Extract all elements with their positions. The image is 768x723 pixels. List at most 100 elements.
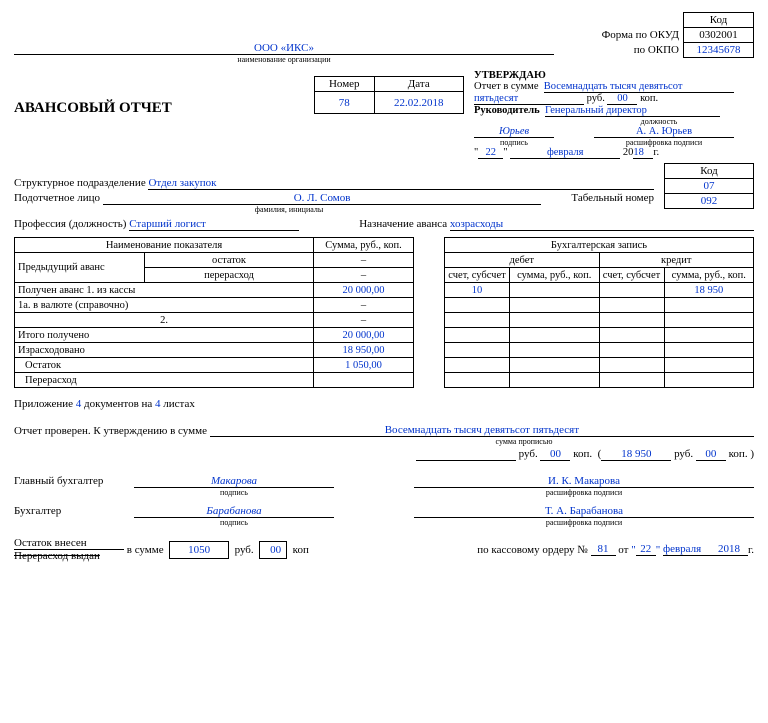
q2: "	[503, 147, 507, 158]
attach-sheets: 4	[155, 398, 161, 410]
checked-hint: сумма прописью	[294, 437, 754, 446]
lt-dash4: –	[314, 313, 414, 328]
person-label: Подотчетное лицо	[14, 192, 100, 205]
bottom-ordernum: 81	[591, 543, 616, 556]
rub-label: руб.	[587, 93, 605, 104]
lt-col2: Сумма, руб., коп.	[314, 238, 414, 253]
attach-mid: документов на	[84, 398, 152, 410]
checked-kop: коп.	[573, 448, 592, 461]
checked-numkop: 00	[696, 448, 726, 461]
person-codes: Код 07 092	[664, 163, 754, 209]
lt-rest: Остаток	[15, 358, 314, 373]
rt-dacc-h: счет, субсчет	[445, 268, 510, 283]
lt-spent: Израсходовано	[15, 343, 314, 358]
rt-dsum-h: сумма, руб., коп.	[510, 268, 600, 283]
kod2-label: Код	[665, 164, 754, 179]
attach-suf: листах	[163, 398, 195, 410]
purpose-label: Назначение аванса	[359, 218, 447, 231]
sum-words-1: Восемнадцать тысяч девятьсот	[544, 81, 734, 93]
kop-label: коп.	[640, 93, 658, 104]
chief-name: И. К. Макарова	[414, 475, 754, 488]
acc-label: Бухгалтер	[14, 505, 134, 527]
num-label: Номер	[315, 77, 375, 92]
date-label: Дата	[374, 77, 463, 92]
acc-name: Т. А. Барабанова	[414, 505, 754, 518]
head-sign: Юрьев	[474, 126, 554, 138]
acc-sign: Барабанова	[134, 505, 334, 518]
head-label: Руководитель	[474, 105, 540, 116]
prof-label: Профессия (должность)	[14, 218, 126, 231]
okud-label: Форма по ОКУД	[598, 28, 684, 43]
checked-words: Восемнадцать тысяч девятьсот пятьдесят	[210, 424, 754, 437]
head-pos: Генеральный директор	[545, 105, 720, 117]
chief-sign: Макарова	[134, 475, 334, 488]
date-value: 22.02.2018	[374, 92, 463, 114]
rt-csum: 18 950	[664, 283, 754, 298]
bottom-kopval: 00	[259, 541, 287, 559]
num-value: 78	[315, 92, 375, 114]
report-title: АВАНСОВЫЙ ОТЧЕТ	[14, 100, 172, 116]
rt-cacc-h: счет, субсчет	[599, 268, 664, 283]
bottom-sum: 1050	[169, 541, 229, 559]
checked-numrub: 18 950	[601, 448, 671, 461]
okud-value: 0302001	[684, 28, 754, 43]
rt-dacc: 10	[445, 283, 510, 298]
acc-name-hint: расшифровка подписи	[414, 518, 754, 527]
okpo-value: 12345678	[684, 43, 754, 58]
codes-table: Код Форма по ОКУД0302001 по ОКПО12345678	[598, 12, 754, 58]
rt-debit: дебет	[445, 253, 600, 268]
head-pos-hint: должность	[564, 117, 754, 126]
bottom-day: 22	[636, 543, 656, 556]
tab-label: Табельный номер	[571, 192, 654, 205]
checked-rubval: 00	[540, 448, 570, 461]
lt-got1: Получен аванс 1. из кассы	[15, 283, 314, 298]
lt-dash3: –	[314, 298, 414, 313]
lt-ost: остаток	[145, 253, 314, 268]
bottom-order: по кассовому ордеру №	[477, 544, 588, 556]
bottom-month: февраля	[663, 543, 718, 556]
approve-day: 22	[478, 147, 503, 159]
bottom-line1: Остаток внесен	[14, 537, 124, 550]
org-hint: наименование организации	[14, 55, 554, 64]
checked-rub: руб.	[519, 448, 538, 461]
bottom-line2: Перерасход выдан	[14, 550, 124, 562]
bottom-year: 2018	[718, 543, 748, 556]
lt-over: перерасход	[145, 268, 314, 283]
approve-title: УТВЕРЖДАЮ	[474, 70, 754, 81]
bottom-q2: "	[656, 544, 661, 556]
okpo-label: по ОКПО	[598, 43, 684, 58]
tab-val: 092	[665, 194, 754, 209]
checked-kop2: коп.	[729, 448, 748, 461]
year-suf: г.	[653, 147, 659, 158]
chief-name-hint: расшифровка подписи	[414, 488, 754, 497]
attach-pre: Приложение	[14, 398, 73, 410]
purpose-value: хозрасходы	[450, 218, 754, 231]
bottom-rub: руб.	[235, 544, 254, 556]
rt-credit: кредит	[599, 253, 754, 268]
checked-rp: )	[750, 448, 754, 461]
sum-words-2: пятьдесят	[474, 93, 584, 105]
bottom-ot: от	[618, 544, 628, 556]
lt-dash2: –	[314, 268, 414, 283]
lt-overrun: Перерасход	[15, 373, 314, 388]
kod2-val: 07	[665, 179, 754, 194]
lt-got1-val: 20 000,00	[314, 283, 414, 298]
bottom-sumlabel: в сумме	[127, 544, 164, 556]
bottom-kop: коп	[293, 544, 309, 556]
checked-rub2: руб.	[674, 448, 693, 461]
left-table: Наименование показателя Сумма, руб., коп…	[14, 237, 414, 388]
lt-total: Итого получено	[15, 328, 314, 343]
sum-label: Отчет в сумме	[474, 81, 539, 92]
lt-prev: Предыдущий аванс	[15, 253, 145, 283]
lt-rest-val: 1 050,00	[314, 358, 414, 373]
checked-label: Отчет проверен. К утверждению в сумме	[14, 425, 207, 437]
lt-got1a: 1а. в валюте (справочно)	[15, 298, 314, 313]
unit-label: Структурное подразделение	[14, 177, 146, 190]
lt-total-val: 20 000,00	[314, 328, 414, 343]
year-pref: 20	[623, 147, 634, 158]
lt-dash1: –	[314, 253, 414, 268]
prof-value: Старший логист	[129, 218, 299, 231]
lt-got2: 2.	[15, 313, 314, 328]
org-name: ООО «ИКС»	[254, 42, 314, 54]
unit-value: Отдел закупок	[148, 177, 654, 190]
